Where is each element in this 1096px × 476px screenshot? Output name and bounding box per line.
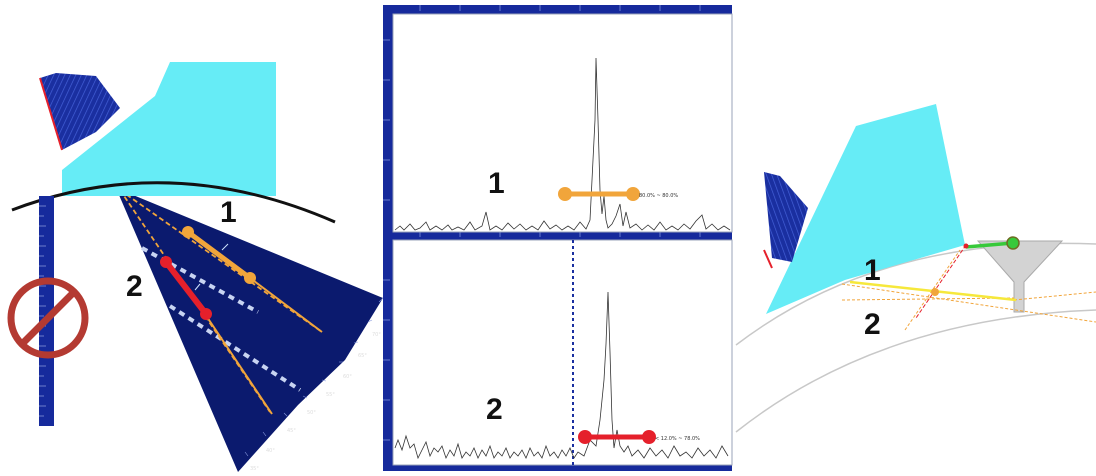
angle-label: 40° bbox=[266, 448, 275, 454]
angle-label: 35° bbox=[250, 466, 259, 472]
readout-bar-bottom-end bbox=[642, 430, 656, 444]
sector-scan bbox=[116, 188, 383, 472]
angle-label: 45° bbox=[287, 428, 296, 434]
beam-path-red bbox=[915, 244, 967, 319]
beam-path-orange bbox=[841, 297, 1015, 301]
ascan-bottom-frame bbox=[392, 239, 733, 466]
top-scale-bar bbox=[383, 5, 732, 14]
probe bbox=[764, 172, 808, 262]
pipe-inner-wall bbox=[735, 309, 1096, 433]
cursor-tick bbox=[221, 243, 229, 251]
beam-path-orange bbox=[1013, 291, 1096, 301]
beam-label-2: 2 bbox=[126, 270, 143, 303]
readout-bottom: < 12.0% ~ 78.0% bbox=[655, 436, 700, 442]
middle-panel: 80.0% ~ 80.0% 1 < 12.0% ~ 78.0% 2 bbox=[383, 5, 733, 471]
exit-point bbox=[963, 243, 969, 249]
beam-label-1: 1 bbox=[864, 254, 881, 287]
weld-bevel bbox=[976, 240, 1064, 313]
cursor-tick bbox=[194, 283, 201, 291]
indication-2-bar bbox=[163, 260, 209, 316]
angle-label: 60° bbox=[343, 374, 352, 380]
sector-angle-labels: 70° 65° 60° 55° 50° 45° 40° 35° bbox=[250, 332, 381, 472]
angle-label: 65° bbox=[358, 353, 367, 359]
ascan-trace-bottom bbox=[394, 291, 729, 460]
indication-1-bar bbox=[186, 229, 252, 281]
ascan-label-2: 2 bbox=[486, 393, 503, 426]
beam-path-orange bbox=[119, 189, 271, 413]
angle-label: 50° bbox=[307, 410, 316, 416]
beam-path-orange bbox=[204, 313, 273, 415]
angle-label: 55° bbox=[326, 392, 335, 398]
indication-1-end bbox=[244, 272, 256, 284]
wedge bbox=[766, 104, 965, 314]
right-panel: 1 2 bbox=[735, 104, 1096, 433]
ruler bbox=[39, 196, 54, 426]
beam-label-2: 2 bbox=[864, 308, 881, 341]
separator-scale-bar bbox=[383, 232, 732, 240]
no-symbol-icon bbox=[7, 277, 89, 359]
wedge bbox=[62, 62, 276, 196]
readout-top: 80.0% ~ 80.0% bbox=[639, 193, 678, 199]
indication-1-start bbox=[182, 226, 194, 238]
beam-path-orange bbox=[841, 283, 1096, 323]
indication-2-end bbox=[200, 308, 212, 320]
scale-ticks bbox=[383, 5, 701, 441]
beam-path-orange bbox=[904, 249, 961, 331]
beam-label-1: 1 bbox=[220, 196, 237, 229]
probe bbox=[40, 73, 120, 150]
left-panel: 70° 65° 60° 55° 50° 45° 40° 35° bbox=[7, 62, 384, 472]
beam-path-orange bbox=[249, 277, 323, 333]
readout-bar-bottom-start bbox=[578, 430, 592, 444]
green-indication-point bbox=[1006, 236, 1020, 250]
readout-bar-top-end bbox=[626, 187, 640, 201]
dashed-reference-line bbox=[168, 304, 302, 392]
beam-path-orange bbox=[119, 189, 323, 333]
angle-label: 70° bbox=[372, 332, 381, 338]
ascan-label-1: 1 bbox=[488, 167, 505, 200]
sector-arc-ticks bbox=[244, 297, 384, 457]
ascan-trace-top bbox=[394, 57, 731, 231]
indication-2-start bbox=[160, 256, 172, 268]
readout-bar-top-start bbox=[558, 187, 572, 201]
probe-edge bbox=[39, 77, 63, 151]
yellow-indication-point bbox=[931, 288, 939, 296]
bottom-scale-bar bbox=[383, 465, 732, 471]
beam-path-green bbox=[965, 241, 1014, 249]
probe-edge bbox=[763, 249, 773, 269]
